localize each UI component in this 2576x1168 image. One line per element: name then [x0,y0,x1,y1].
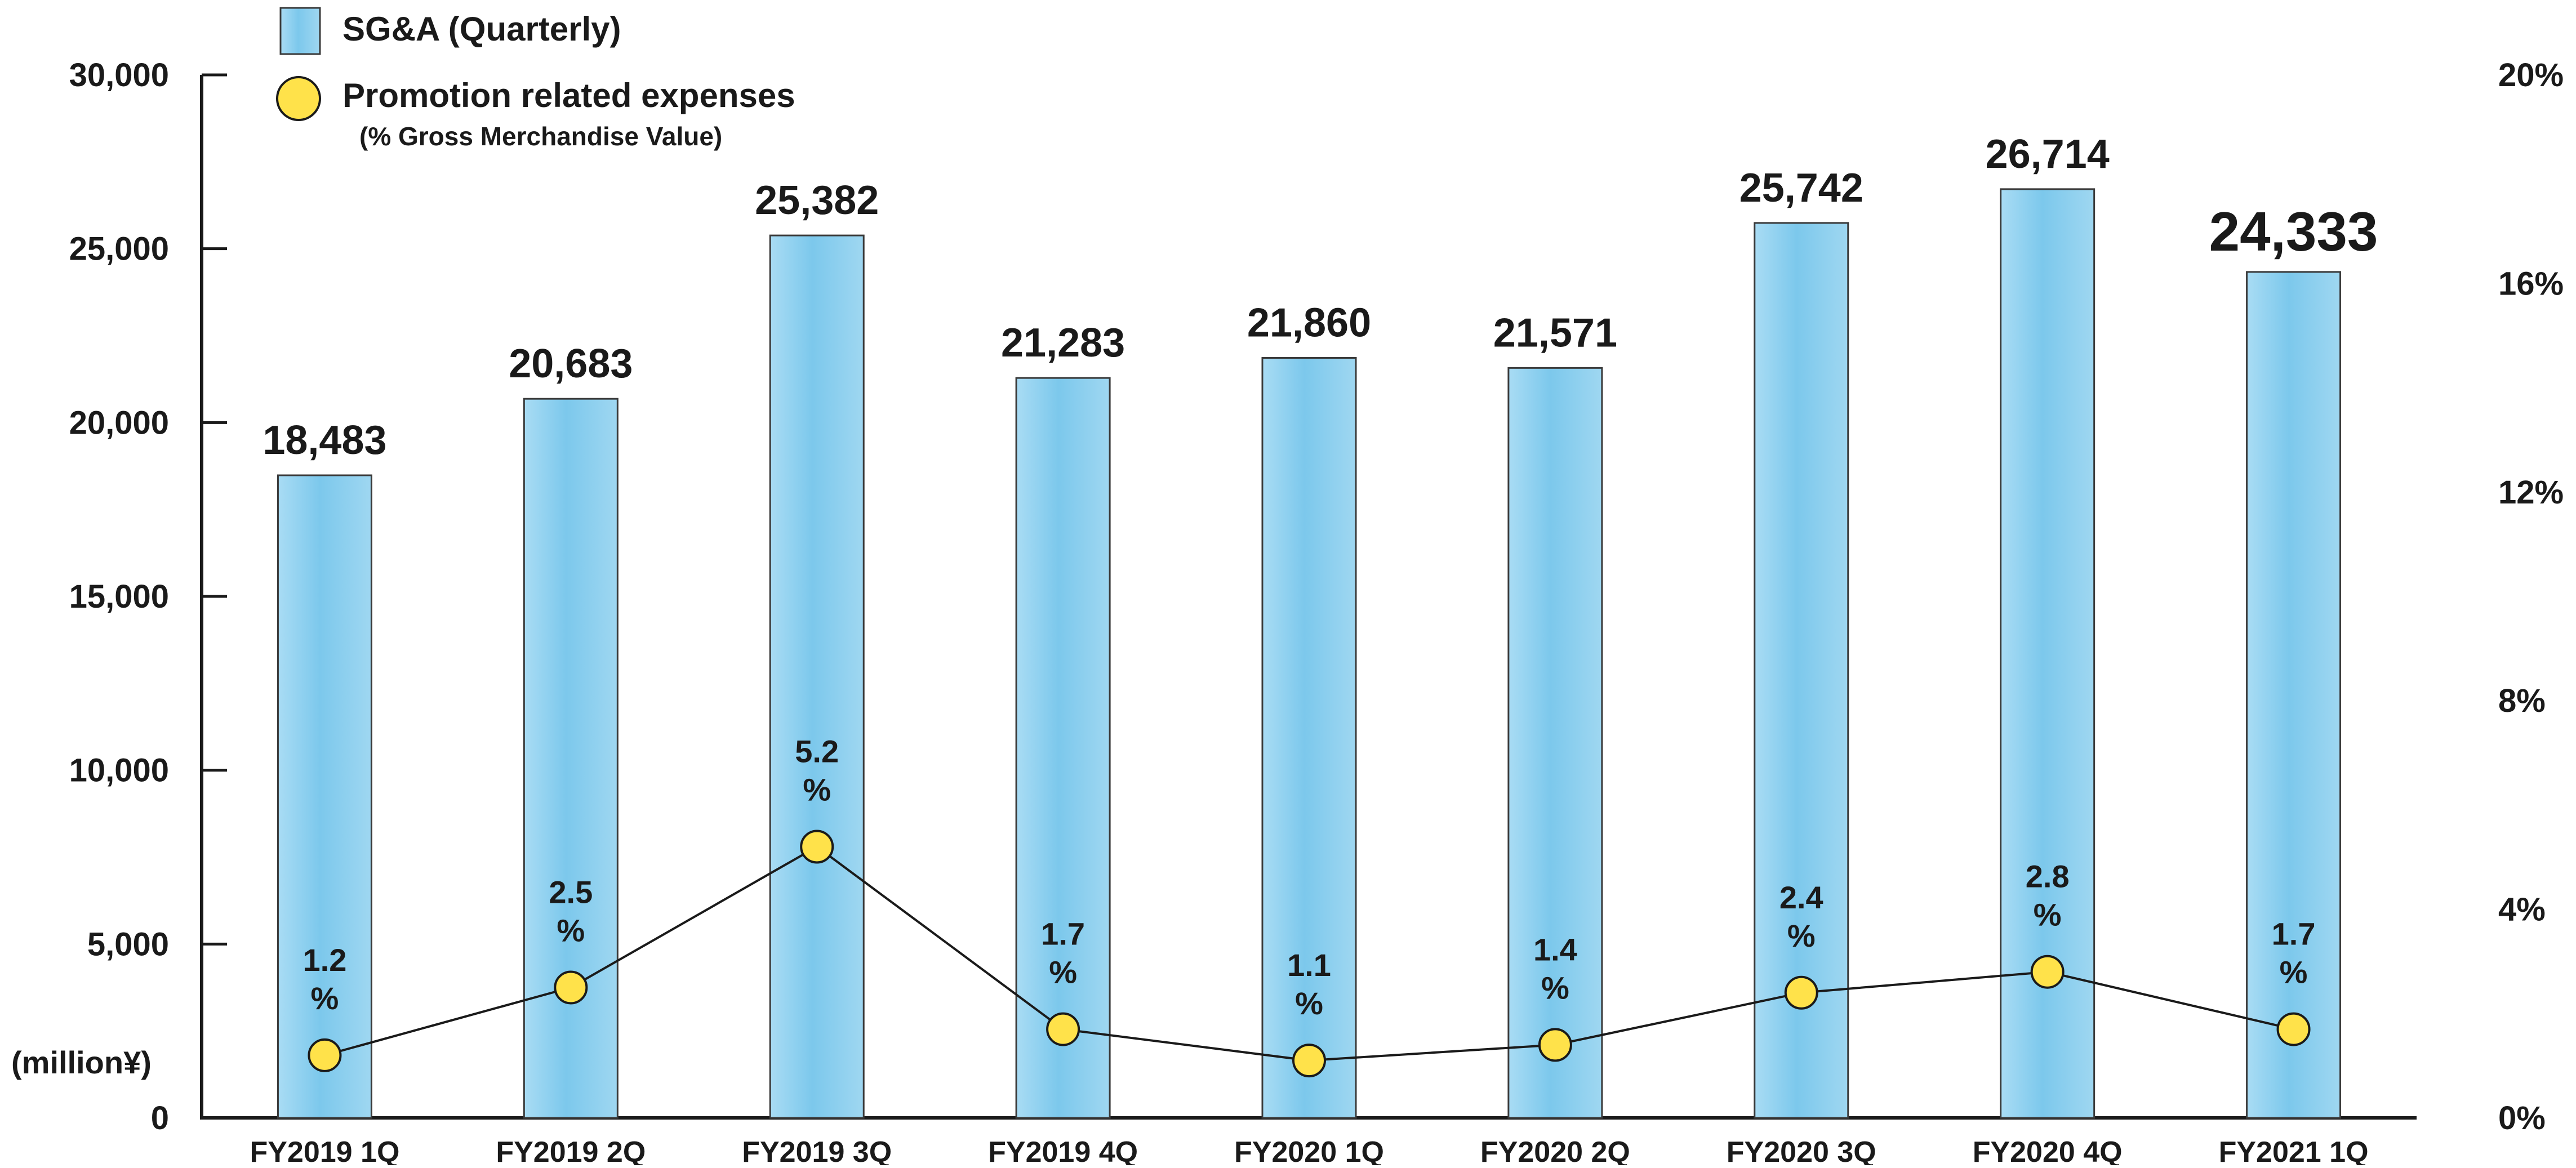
y-left-tick-label: 30,000 [69,57,169,93]
promotion-point [308,1038,342,1072]
bar-value-label: 20,683 [509,341,633,386]
y-left-tick-label: 15,000 [69,578,169,615]
y-left-tick-label: 10,000 [69,752,169,789]
bar [1507,367,1603,1119]
x-tick-label: FY2021 1Q [2219,1136,2369,1165]
y-left-unit-label: (million¥) [11,1045,152,1080]
legend-label-promotion: Promotion related expenses [342,77,795,114]
promotion-value-label: 2.5 [549,875,593,910]
promotion-percent-sign: % [2034,897,2062,933]
promotion-value-label: 1.7 [1041,916,1085,952]
promotion-point [800,830,834,864]
x-tick-label: FY2019 3Q [742,1136,892,1165]
y-right-tick-label: 16% [2498,265,2564,302]
legend-swatch-sga [279,7,321,55]
promotion-percent-sign: % [557,913,585,948]
promotion-line [308,830,2311,1078]
promotion-percent-sign: % [1541,970,1569,1005]
x-tick-label: FY2019 4Q [988,1136,1138,1165]
promotion-point [1538,1028,1572,1062]
y-right-tick-label: 4% [2498,891,2546,928]
promotion-percent-sign: % [2280,955,2308,990]
promotion-point [554,970,588,1005]
bar-value-label: 18,483 [263,418,386,463]
bar [277,474,372,1119]
legend-swatch-promotion [276,76,321,121]
promotion-point [1292,1044,1326,1078]
x-tick-label: FY2020 4Q [1973,1136,2123,1165]
bar-value-label: 25,742 [1739,166,1863,211]
y-right-tick-label: 20% [2498,57,2564,93]
y-left-tick-label: 0 [151,1100,169,1136]
promotion-point [1784,975,1818,1010]
promotion-value-label: 1.4 [1533,931,1577,967]
x-tick-label: FY2020 3Q [1727,1136,1876,1165]
x-tick-label: FY2020 2Q [1480,1136,1630,1165]
promotion-value-label: 2.8 [2026,859,2070,894]
bar-value-label: 26,714 [1986,132,2110,177]
bar [769,234,865,1119]
axes: 0 5,000 10,000 15,000 20,000 25,000 30,000 (mil… [11,57,2564,1168]
promotion-value-label: 1.7 [2272,916,2316,952]
promotion-value-label: 2.4 [1779,880,1823,915]
y-right-tick-label: 8% [2498,683,2546,719]
data-labels: 18,483 20,683 25,382 21,283 21,860 21,571 25,7… [263,132,2378,1021]
promotion-value-label: 5.2 [795,733,839,769]
bar-value-label: 21,571 [1493,310,1617,355]
bar-value-label: 21,283 [1001,320,1125,365]
promotion-value-label: 1.2 [303,942,347,978]
y-left-tick-label: 5,000 [87,926,169,962]
y-left-tick-label: 20,000 [69,404,169,441]
x-tick-label: FY2020 1Q [1234,1136,1384,1165]
promotion-percent-sign: % [1787,918,1816,953]
bar-value-label: 25,382 [755,178,879,223]
promotion-percent-sign: % [803,772,831,807]
x-tick-label: FY2019 2Q [496,1136,646,1165]
y-right-tick-label: 12% [2498,474,2564,511]
bar [1015,377,1111,1119]
legend: SG&A (Quarterly) Promotion related expens… [276,7,795,151]
bar [1754,222,1849,1119]
bar [523,398,619,1119]
bar-value-label: 24,333 [2209,200,2378,262]
legend-label-promotion-sub: (% Gross Merchandise Value) [359,122,722,151]
promotion-percent-sign: % [1295,986,1323,1021]
bar [1261,357,1357,1119]
promotion-percent-sign: % [1049,955,1077,990]
bar [2246,271,2342,1119]
promotion-percent-sign: % [311,980,339,1016]
promotion-value-label: 1.1 [1287,947,1331,983]
y-right-tick-label: 0% [2498,1100,2546,1136]
x-tick-label: FY2019 1Q [250,1136,399,1165]
promotion-point [2030,955,2065,989]
y-left-tick-label: 25,000 [69,231,169,268]
legend-label-sga: SG&A (Quarterly) [342,10,621,48]
promotion-point [1046,1012,1080,1046]
bars [277,188,2342,1119]
promotion-point [2276,1012,2311,1046]
bar-value-label: 21,860 [1247,301,1371,346]
